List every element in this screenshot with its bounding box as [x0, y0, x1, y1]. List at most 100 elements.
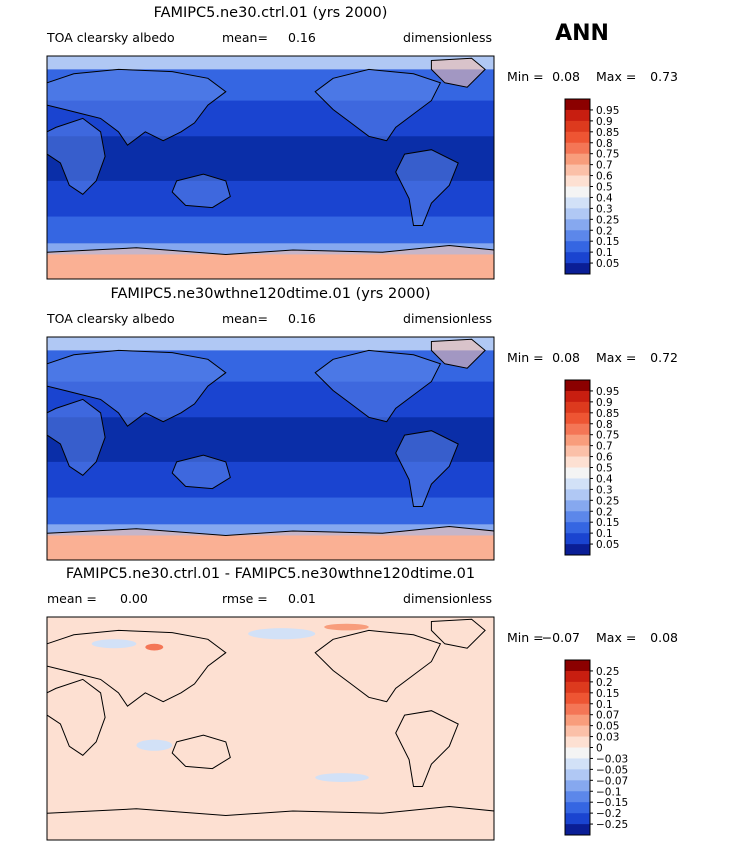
- colorbar-swatch: [565, 390, 590, 403]
- colorbar-swatch: [565, 736, 590, 748]
- colorbar-label: 0.15: [596, 688, 619, 700]
- field-patch: [91, 639, 137, 649]
- colorbar-swatch: [565, 208, 590, 220]
- colorbar-swatch: [565, 412, 590, 425]
- colorbar-swatch: [565, 670, 590, 683]
- colorbar-label: 0.03: [596, 732, 619, 744]
- colorbar-swatch: [565, 434, 590, 446]
- panel-stat-value: 0.00: [120, 591, 148, 606]
- colorbar-swatch: [565, 131, 590, 144]
- south-america-outline: [395, 149, 459, 226]
- colorbar-label: −0.07: [596, 775, 628, 787]
- australia-outline: [171, 454, 231, 490]
- colorbar-label: 0.4: [596, 473, 613, 485]
- colorbar-swatch: [565, 500, 590, 512]
- colorbar-label: 0.1: [596, 699, 613, 711]
- field-band: [47, 243, 494, 255]
- colorbar-swatch: [565, 175, 590, 187]
- colorbar-label: 0.75: [596, 149, 619, 161]
- map-frame: [46, 336, 495, 561]
- panel-max-label: Max =: [596, 69, 636, 84]
- colorbar-swatch: [565, 478, 590, 490]
- south-america-outline: [395, 710, 459, 787]
- colorbar-swatch: [565, 511, 590, 523]
- colorbar-swatch: [565, 445, 590, 457]
- eurasia-outline: [46, 629, 227, 707]
- colorbar-label: 0.2: [596, 506, 613, 518]
- colorbar-label: 0.95: [596, 105, 619, 117]
- colorbar: 0.250.20.150.10.070.050.030−0.03−0.05−0.…: [564, 659, 628, 836]
- field-patch: [145, 643, 164, 651]
- panel-min-label: Min =: [507, 630, 544, 645]
- colorbar-swatch: [565, 380, 590, 392]
- colorbar-swatch: [565, 791, 590, 803]
- field-band: [47, 216, 494, 244]
- colorbar-swatch: [565, 758, 590, 770]
- colorbar-label: −0.25: [596, 819, 628, 831]
- colorbar-label: −0.05: [596, 764, 628, 776]
- field-background: [47, 617, 494, 840]
- field-band: [47, 497, 494, 525]
- colorbar-label: 0.7: [596, 160, 613, 172]
- panel-max-label: Max =: [596, 630, 636, 645]
- colorbar-label: 0.3: [596, 203, 613, 215]
- colorbar-label: 0.7: [596, 441, 613, 453]
- colorbar-label: −0.15: [596, 797, 628, 809]
- colorbar-swatch: [565, 660, 590, 672]
- colorbar-label: 0.25: [596, 495, 619, 507]
- colorbar-label: 0.9: [596, 116, 613, 128]
- field-patch: [324, 623, 369, 631]
- colorbar: 0.950.90.850.80.750.70.60.50.40.30.250.2…: [564, 379, 619, 556]
- map-field: [46, 337, 495, 561]
- panel-stat-value: 0.16: [288, 311, 316, 326]
- colorbar-swatch: [565, 456, 590, 468]
- colorbar-swatch: [565, 99, 590, 111]
- colorbar-swatch: [565, 544, 590, 556]
- panels-group: FAMIPC5.ne30.ctrl.01 (yrs 2000) TOA clear…: [46, 5, 678, 841]
- panel-stat-label: mean=: [222, 311, 268, 326]
- panel-min-value: 0.08: [552, 350, 580, 365]
- colorbar-swatch: [565, 263, 590, 275]
- colorbar-swatch: [565, 813, 590, 825]
- colorbar-swatch: [565, 241, 590, 253]
- panel-max-value: 0.08: [650, 630, 678, 645]
- colorbar-label: 0.9: [596, 397, 613, 409]
- colorbar-label: 0.05: [596, 721, 619, 733]
- colorbar-label: −0.2: [596, 808, 622, 820]
- australia-outline: [171, 734, 231, 770]
- panel-max-value: 0.72: [650, 350, 678, 365]
- panel-1: FAMIPC5.ne30.ctrl.01 (yrs 2000) TOA clear…: [46, 5, 678, 280]
- panel-min-label: Min =: [507, 69, 544, 84]
- greenland-outline: [430, 338, 486, 369]
- season-label: ANN: [555, 21, 609, 46]
- panel-units: dimensionless: [403, 311, 492, 326]
- panel-max-value: 0.73: [650, 69, 678, 84]
- colorbar-swatch: [565, 423, 590, 435]
- colorbar-swatch: [565, 109, 590, 122]
- panel-3: FAMIPC5.ne30.ctrl.01 - FAMIPC5.ne30wthne…: [46, 566, 678, 841]
- colorbar-label: 0.25: [596, 666, 619, 678]
- south-america-outline: [395, 430, 459, 507]
- panel-title: FAMIPC5.ne30wthne120dtime.01 (yrs 2000): [110, 286, 430, 302]
- colorbar-label: 0.15: [596, 236, 619, 248]
- colorbar-swatch: [565, 186, 590, 198]
- colorbar-swatch: [565, 780, 590, 792]
- colorbar-swatch: [565, 533, 590, 545]
- panel-min-label: Min =: [507, 350, 544, 365]
- colorbar-label: 0.85: [596, 127, 619, 139]
- panel-left-label: TOA clearsky albedo: [46, 30, 175, 45]
- colorbar-label: 0: [596, 743, 603, 755]
- colorbar-label: 0.3: [596, 484, 613, 496]
- colorbar-label: 0.07: [596, 710, 619, 722]
- panel-left-label: TOA clearsky albedo: [46, 311, 175, 326]
- map-field: [46, 56, 495, 280]
- eurasia-outline: [46, 68, 227, 146]
- map-frame: [46, 55, 495, 280]
- colorbar-swatch: [565, 164, 590, 176]
- field-band: [47, 524, 494, 536]
- colorbar-label: 0.05: [596, 258, 619, 270]
- field-patch: [136, 739, 173, 751]
- colorbar-swatch: [565, 692, 590, 705]
- colorbar-swatch: [565, 219, 590, 231]
